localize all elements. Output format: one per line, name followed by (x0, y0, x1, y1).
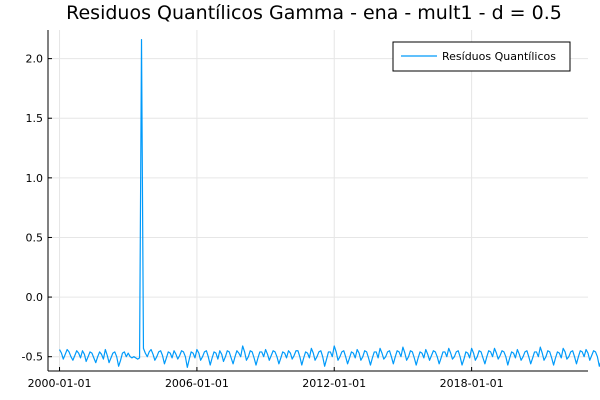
chart-title: Residuos Quantílicos Gamma - ena - mult1… (66, 2, 562, 24)
series-layer (59, 38, 600, 369)
series-line (59, 38, 600, 369)
y-tick-label: 1.5 (26, 112, 44, 125)
x-tick-label: 2000-01-01 (28, 377, 92, 390)
x-tick-label: 2012-01-01 (302, 377, 366, 390)
y-tick-label: 0.0 (26, 291, 44, 304)
x-tick-label: 2006-01-01 (165, 377, 229, 390)
y-tick-label: 1.0 (26, 172, 44, 185)
y-tick-label: -0.5 (22, 351, 43, 364)
axes (47, 30, 588, 372)
tick-labels: 2000-01-01 2006-01-01 2012-01-01 2018-01-01… (22, 53, 504, 390)
y-tick-label: 0.5 (26, 231, 44, 244)
grid-lines (48, 30, 588, 371)
x-tick-label: 2018-01-01 (440, 377, 504, 390)
y-tick-label: 2.0 (26, 53, 44, 66)
legend: Resíduos Quantílicos (392, 41, 571, 72)
legend-label: Resíduos Quantílicos (442, 50, 556, 63)
